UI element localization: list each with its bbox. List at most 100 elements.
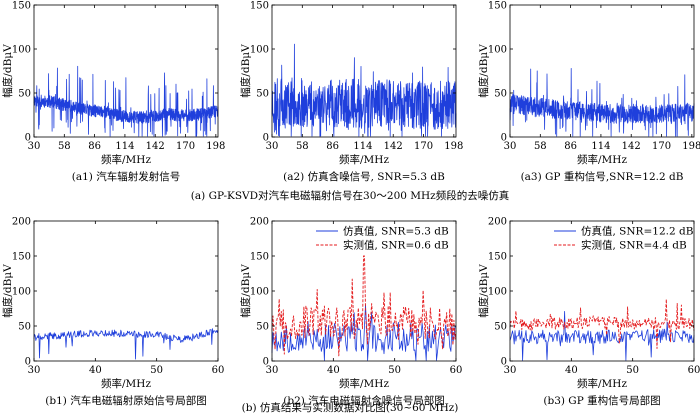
- y-tick-label-a2-1: 50: [256, 89, 269, 100]
- x-tick-label-a1-6: 198: [206, 141, 225, 152]
- series-line-b2-0: [271, 304, 457, 361]
- x-tick-label-b2-3: 60: [450, 365, 463, 376]
- axes-frame-a1: [33, 4, 219, 138]
- x-tick-label-a3-3: 114: [591, 141, 610, 152]
- x-tick-label-a3-5: 170: [652, 141, 671, 152]
- y-tick-label-a2-0: 0: [263, 133, 269, 144]
- x-tick-label-a1-5: 170: [176, 141, 195, 152]
- y-tick-label-b1-3: 150: [12, 252, 31, 263]
- chart-a3: 30 58 86 114 142 170 198 0 50 100 150 频率/MHz 幅度/dBμV…: [477, 1, 700, 184]
- x-tick-label-a3-6: 198: [682, 141, 700, 152]
- chart-a1: 30 58 86 114 142 170 198 0 50 100 150 频率/MHz 幅度/dBμV…: [1, 1, 225, 184]
- x-axis-label-a3: 频率/MHz: [577, 153, 627, 166]
- x-tick-label-b2-2: 50: [388, 365, 401, 376]
- x-tick-label-a3-2: 86: [564, 141, 577, 152]
- x-tick-label-b3-3: 60: [688, 365, 700, 376]
- y-axis-label-a2: 幅度/dBμV: [239, 44, 252, 98]
- series-line-a2-0: [271, 43, 457, 137]
- y-tick-label-b1-4: 200: [12, 217, 31, 228]
- panel-caption-a2: (a2) 仿真含噪信号, SNR=5.3 dB: [283, 170, 445, 183]
- x-tick-label-b2-0: 30: [266, 365, 279, 376]
- x-tick-label-a2-2: 86: [326, 141, 339, 152]
- y-tick-label-a1-1: 50: [18, 89, 31, 100]
- x-axis-label-a1: 频率/MHz: [101, 153, 151, 166]
- y-tick-label-a3-3: 150: [488, 1, 507, 12]
- panel-caption-b1: (b1) 汽车电磁辐射原始信号局部图: [45, 394, 206, 407]
- y-tick-label-b2-0: 0: [263, 357, 269, 368]
- y-tick-label-b2-4: 200: [250, 217, 269, 228]
- y-tick-label-b3-2: 100: [488, 287, 507, 298]
- x-tick-label-a2-1: 58: [296, 141, 309, 152]
- x-tick-label-b3-0: 30: [504, 365, 517, 376]
- x-tick-label-a1-3: 114: [115, 141, 134, 152]
- y-tick-label-b3-0: 0: [501, 357, 507, 368]
- y-axis-label-a1: 幅度/dBμV: [1, 44, 14, 98]
- y-tick-label-a1-2: 100: [12, 45, 31, 56]
- x-tick-label-a2-5: 170: [414, 141, 433, 152]
- series-line-b3-1: [509, 298, 695, 349]
- x-axis-label-b3: 频率/MHz: [577, 377, 627, 390]
- y-tick-label-b1-1: 50: [18, 322, 31, 333]
- x-tick-label-a3-0: 30: [504, 141, 517, 152]
- y-axis-label-b2: 幅度/dBμV: [239, 264, 252, 318]
- axes-frame-a3: [509, 4, 695, 138]
- series-line-b3-0: [509, 311, 695, 361]
- x-tick-label-b2-1: 40: [327, 365, 340, 376]
- chart-a2: 30 58 86 114 142 170 198 0 50 100 150 频率/MHz 幅度/dBμV…: [239, 1, 463, 184]
- x-tick-label-b1-1: 40: [89, 365, 102, 376]
- chart-b1: 30 40 50 60 0 50 100 150 200 频率/MHz 幅度/dBμV (b1) 汽车…: [1, 217, 224, 408]
- legend-label-b3-0: 仿真值, SNR=12.2 dB: [581, 225, 694, 238]
- x-axis-label-a2: 频率/MHz: [339, 153, 389, 166]
- legend-label-b2-1: 实测值, SNR=0.6 dB: [343, 239, 449, 252]
- x-tick-label-b1-0: 30: [28, 365, 41, 376]
- y-tick-label-a3-2: 100: [488, 45, 507, 56]
- y-tick-label-b3-1: 50: [494, 322, 507, 333]
- y-tick-label-a1-0: 0: [25, 133, 31, 144]
- axes-frame-b1: [33, 220, 219, 362]
- y-tick-label-b2-2: 100: [250, 287, 269, 298]
- panel-caption-a1: (a1) 汽车辐射发射信号: [72, 170, 180, 183]
- y-tick-label-b3-4: 200: [488, 217, 507, 228]
- x-tick-label-a2-4: 142: [384, 141, 403, 152]
- y-tick-label-a2-3: 150: [250, 1, 269, 12]
- y-tick-label-b1-0: 0: [25, 357, 31, 368]
- x-tick-label-b1-2: 50: [150, 365, 163, 376]
- x-axis-label-b1: 频率/MHz: [101, 377, 151, 390]
- y-tick-label-a1-3: 150: [12, 1, 31, 12]
- panel-caption-b3: (b3) GP 重构信号局部图: [543, 394, 660, 407]
- y-axis-label-a3: 幅度/dBμV: [477, 44, 490, 98]
- series-line-a3-0: [509, 68, 695, 137]
- series-line-b1-0: [33, 328, 219, 360]
- x-axis-label-b2: 频率/MHz: [339, 377, 389, 390]
- y-axis-label-b3: 幅度/dBμV: [477, 264, 490, 318]
- x-tick-label-b3-1: 40: [565, 365, 578, 376]
- x-tick-label-a1-0: 30: [28, 141, 41, 152]
- x-tick-label-a2-6: 198: [444, 141, 463, 152]
- x-tick-label-a3-4: 142: [622, 141, 641, 152]
- chart-b3: 30 40 50 60 0 50 100 150 200 频率/MHz 幅度/dBμV (b3) GP…: [477, 217, 700, 408]
- x-tick-label-a2-3: 114: [353, 141, 372, 152]
- chart-b2: 30 40 50 60 0 50 100 150 200 频率/MHz 幅度/dBμV (b2) 汽车…: [239, 217, 462, 408]
- x-tick-label-b1-3: 60: [212, 365, 225, 376]
- legend-label-b3-1: 实测值, SNR=4.4 dB: [581, 239, 687, 252]
- row-a-caption: (a) GP-KSVD对汽车电磁辐射信号在30～200 MHz频段的去噪仿真: [191, 189, 509, 202]
- series-line-a1-0: [33, 65, 219, 137]
- row-b-caption: (b) 仿真结果与实测数据对比图(30~60 MHz): [242, 401, 459, 414]
- x-tick-label-a2-0: 30: [266, 141, 279, 152]
- series-line-b2-1: [271, 255, 457, 357]
- x-tick-label-a1-2: 86: [88, 141, 101, 152]
- x-tick-label-a1-4: 142: [146, 141, 165, 152]
- x-tick-label-a1-1: 58: [58, 141, 71, 152]
- y-tick-label-b3-3: 150: [488, 252, 507, 263]
- y-tick-label-a3-1: 50: [494, 89, 507, 100]
- y-tick-label-a3-0: 0: [501, 133, 507, 144]
- panel-caption-a3: (a3) GP 重构信号,SNR=12.2 dB: [521, 170, 684, 183]
- y-tick-label-b2-1: 50: [256, 322, 269, 333]
- x-tick-label-a3-1: 58: [534, 141, 547, 152]
- panel-caption-b2: (b2) 汽车电磁辐射含噪信号局部图: [283, 394, 444, 407]
- axes-frame-a2: [271, 4, 457, 138]
- y-axis-label-b1: 幅度/dBμV: [1, 264, 14, 318]
- legend-label-b2-0: 仿真值, SNR=5.3 dB: [343, 225, 449, 238]
- x-tick-label-b3-2: 50: [626, 365, 639, 376]
